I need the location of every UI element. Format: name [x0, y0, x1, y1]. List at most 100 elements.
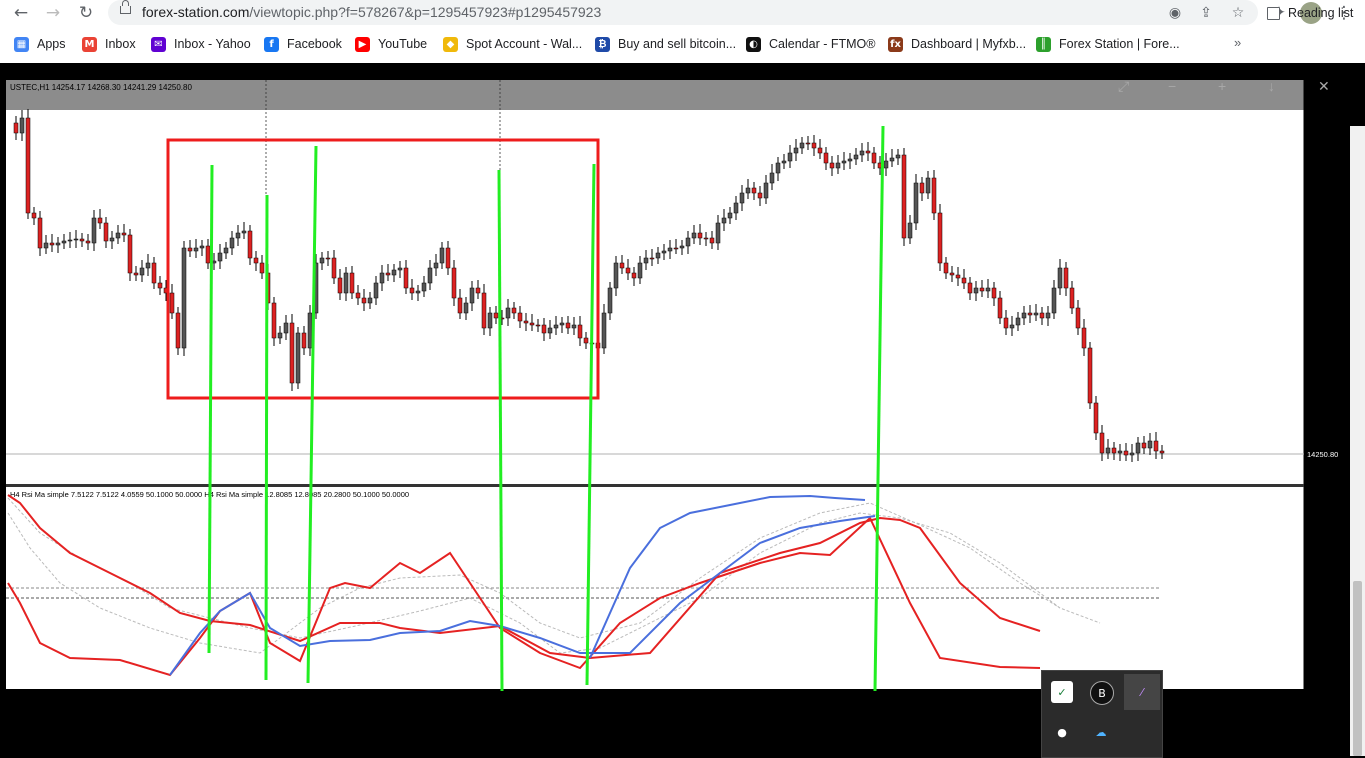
price-tick-label: 14868.40 [1308, 212, 1339, 221]
bookmark-item[interactable]: ◐ Calendar - FTMO® [746, 35, 875, 53]
b-app-icon[interactable]: B [1090, 681, 1114, 705]
candle-body [811, 142, 817, 149]
close-icon[interactable]: ✕ [1318, 78, 1330, 94]
candle-body [511, 307, 517, 314]
candle-body [253, 257, 259, 264]
bookmark-item[interactable]: M Inbox [82, 35, 136, 53]
bookmark-label: YouTube [378, 37, 428, 51]
bookmarks-overflow-icon[interactable]: » [1234, 35, 1242, 50]
candle-body [451, 267, 457, 299]
shield-icon[interactable]: ✓ [1051, 681, 1073, 703]
ftmo-icon: ◐ [746, 36, 761, 52]
candle-body [367, 297, 373, 304]
candle-body [325, 257, 331, 260]
candle-body [169, 292, 175, 314]
forward-arrow-icon[interactable]: → [45, 3, 61, 23]
candle-body [847, 158, 853, 162]
candle-body [817, 147, 823, 154]
candle-body [631, 272, 637, 279]
bookmark-item[interactable]: ✉ Inbox - Yahoo [151, 35, 251, 53]
candle-body [259, 262, 265, 274]
bookmark-item[interactable]: ║ Forex Station | Fore... [1036, 35, 1180, 53]
green-vertical-line [873, 125, 885, 692]
reading-list-button[interactable]: Reading list [1267, 4, 1353, 22]
candle-body [439, 247, 445, 264]
candle-body [1111, 447, 1117, 454]
bookmark-label: Calendar - FTMO® [769, 37, 876, 51]
candle-body [1051, 287, 1057, 314]
tracking-eye-icon[interactable]: ◉ [1168, 5, 1182, 21]
reload-icon[interactable]: ↻ [78, 3, 94, 23]
download-icon[interactable]: ↓ [1268, 78, 1275, 94]
browser-toolbar: ← → ↻ forex-station.com/viewtopic.php?f=… [0, 0, 1365, 26]
bookmark-item[interactable]: f Facebook [264, 35, 342, 53]
candle-body [703, 237, 709, 240]
indicator-red-line-1 [7, 494, 1041, 660]
green-vertical-line [264, 194, 269, 681]
candle-body [427, 267, 433, 284]
candle-body [967, 282, 973, 294]
candle-body [193, 247, 199, 252]
candle-body [115, 232, 121, 239]
candle-body [103, 222, 109, 242]
share-icon[interactable]: ⇪ [1200, 5, 1212, 21]
price-tick-label: 14939.80 [1308, 185, 1339, 194]
candle-body [955, 274, 961, 279]
indicator-blue-line-1 [169, 515, 876, 676]
candle-body [571, 324, 577, 329]
star-bookmark-icon[interactable]: ☆ [1231, 5, 1245, 21]
candle-body [517, 312, 523, 322]
candle-body [673, 247, 679, 250]
bookmark-item[interactable]: ▶ YouTube [355, 35, 427, 53]
candle-body [205, 245, 211, 264]
candle-body [871, 152, 877, 164]
candle-body [493, 312, 499, 319]
green-vertical-line [306, 145, 318, 684]
candle-body [1075, 307, 1081, 329]
candle-body [721, 217, 727, 224]
youtube-icon: ▶ [355, 36, 370, 52]
scrollbar-thumb[interactable] [1353, 581, 1362, 756]
price-tick-label: 14660.50 [1308, 291, 1339, 300]
candle-body [277, 332, 283, 339]
price-tick-label: 15009.10 [1308, 158, 1339, 167]
candle-body [865, 150, 871, 154]
page-scrollbar[interactable] [1350, 126, 1365, 756]
candle-body [1147, 440, 1153, 449]
zoom-out-icon[interactable]: − [1168, 78, 1176, 94]
discord-icon[interactable]: ● [1057, 725, 1067, 739]
candle-body [739, 192, 745, 204]
green-vertical-line [207, 164, 214, 654]
bookmark-item[interactable]: ▦ Apps [14, 35, 66, 53]
candle-body [199, 245, 205, 249]
green-vertical-line [585, 163, 596, 686]
candle-body [913, 182, 919, 224]
zoom-in-icon[interactable]: + [1218, 78, 1226, 94]
bookmark-item[interactable]: ◆ Spot Account - Wal... [443, 35, 582, 53]
candle-body [565, 322, 571, 329]
url-path: /viewtopic.php?f=578267&p=1295457923#p12… [249, 4, 602, 20]
address-bar[interactable]: forex-station.com/viewtopic.php?f=578267… [108, 0, 1258, 25]
chart-header-tools: ⤢ − + ↓ ✕ [1118, 78, 1330, 94]
candle-body [241, 230, 247, 234]
profile-avatar[interactable] [1300, 2, 1322, 24]
candle-body [1063, 267, 1069, 289]
back-arrow-icon[interactable]: ← [13, 3, 29, 23]
onedrive-icon[interactable]: ☁ [1095, 725, 1107, 739]
binance-icon: ◆ [443, 36, 458, 52]
candle-body [355, 292, 361, 299]
candle-body [505, 307, 511, 319]
candle-body [463, 302, 469, 314]
candle-body [1009, 324, 1015, 329]
candle-body [319, 257, 325, 264]
feather-icon[interactable]: ⁄ [1124, 674, 1160, 710]
trading-chart[interactable]: USTEC,H1 14254.17 14268.30 14241.29 1425… [0, 63, 1350, 693]
fullscreen-icon[interactable]: ⤢ [1118, 78, 1129, 94]
candle-body [133, 272, 139, 276]
bookmark-item[interactable]: ₿ Buy and sell bitcoin... [595, 35, 736, 53]
bookmark-item[interactable]: fx Dashboard | Myfxb... [888, 35, 1026, 53]
candle-body [307, 312, 313, 349]
candle-body [925, 177, 931, 194]
menu-kebab-icon[interactable]: ⋮ [1335, 3, 1353, 23]
candle-body [637, 262, 643, 279]
